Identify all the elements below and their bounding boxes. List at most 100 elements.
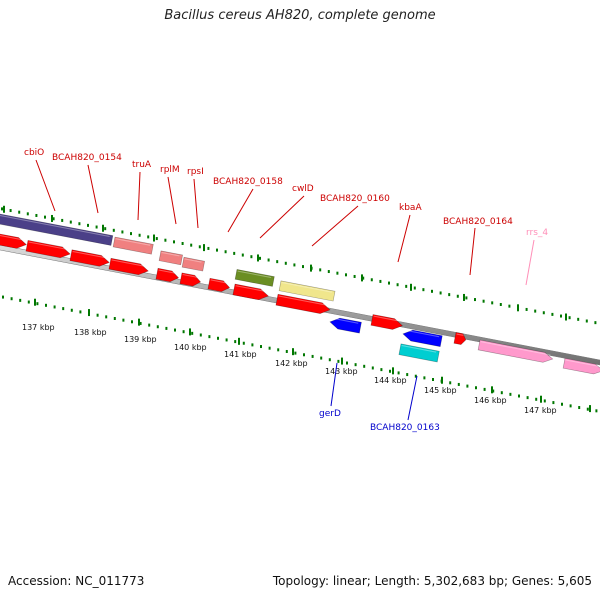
gene-label: BCAH820_0160 <box>320 194 390 204</box>
gene-fwd-6-highlight <box>182 274 199 279</box>
gene-fwd-8-highlight <box>235 285 267 293</box>
gene-fwd-5-shape <box>155 267 180 283</box>
gene-bcah820-0160-shape <box>278 280 336 302</box>
scale-tick-label: 141 kbp <box>224 350 257 359</box>
gene-bcah820-0163-highlight <box>401 345 437 353</box>
gene-fwd-5-highlight <box>158 269 177 274</box>
gene-cbiO-highlight <box>0 214 110 238</box>
leader-line <box>87 164 99 214</box>
gene-cwlD-highlight <box>237 270 272 278</box>
gene-truA-shape <box>158 250 183 266</box>
gene-bcah820-0164-highlight <box>456 333 464 336</box>
gene-cwlD-shape <box>234 269 275 287</box>
gene-labels: cbiO BCAH820_0154 truA rplM rpsI BCAH820_0158… <box>24 148 548 433</box>
gene-bcah820-0154 <box>112 236 154 255</box>
leader-line <box>167 176 177 225</box>
gene-cbiO-shape <box>0 212 114 246</box>
gene-fwd-8-shape <box>232 283 269 301</box>
gene-fwd-4-highlight <box>111 259 147 268</box>
gene-label: BCAH820_0154 <box>52 153 122 163</box>
gene-bcah820-0154-highlight <box>115 238 151 246</box>
gene-gerD-highlight <box>331 317 359 324</box>
gene-kbaA <box>370 314 403 330</box>
leader-line <box>469 227 476 276</box>
gene-label: BCAH820_0163 <box>370 423 440 433</box>
scale-ticks: 137 kbp 138 kbp 139 kbp 140 kbp 141 kbp 142 k… <box>1 205 598 415</box>
gene-rrna-partial-shape <box>562 357 600 375</box>
gene-fwd-8 <box>232 283 269 301</box>
gene-bcah820-0164 <box>453 332 467 345</box>
gene-truA-highlight <box>161 252 180 257</box>
gene-bcah820-0154-shape <box>112 236 154 255</box>
leader-line <box>525 239 535 286</box>
leader-line <box>407 375 418 421</box>
gene-label: gerD <box>319 409 341 419</box>
leader-line <box>397 214 411 263</box>
gene-label: rrs_4 <box>526 228 548 238</box>
gene-rrs-4 <box>477 339 554 363</box>
gene-fwd-9-highlight <box>278 295 328 306</box>
gene-label: cwlD <box>292 184 314 194</box>
leader-line <box>311 205 359 247</box>
gene-reverse-2-highlight <box>404 329 440 338</box>
gene-bcah820-0160-highlight <box>281 282 332 293</box>
gene-rrs-4-highlight <box>480 341 551 356</box>
gene-rrs-4-shape <box>477 339 554 363</box>
scale-tick-label: 139 kbp <box>124 335 157 344</box>
scale-tick-label: 145 kbp <box>424 386 457 395</box>
leader-line <box>330 362 338 407</box>
gene-rplM <box>181 256 205 272</box>
gene-fwd-7 <box>207 277 231 292</box>
gene-label: truA <box>132 160 152 170</box>
gene-cwlD <box>234 269 275 287</box>
gene-fwd-6-shape <box>179 272 202 287</box>
gene-fwd-4 <box>108 257 149 276</box>
scale-tick-label: 146 kbp <box>474 396 507 405</box>
gene-bcah820-0163 <box>398 343 440 363</box>
leader-line <box>227 188 254 233</box>
gene-gerD <box>329 317 362 334</box>
gene-label: rplM <box>160 165 180 175</box>
gene-kbaA-shape <box>370 314 403 330</box>
gene-fwd-9 <box>275 293 331 314</box>
gene-rrna-partial-highlight <box>565 359 600 368</box>
gene-fwd-2-shape <box>25 240 71 259</box>
gene-label: cbiO <box>24 148 44 158</box>
gene-fwd-3 <box>69 249 110 267</box>
leader-line <box>193 178 199 229</box>
gene-rplM-shape <box>181 256 205 272</box>
leader-line <box>35 159 56 212</box>
gene-cbiO <box>0 212 114 246</box>
gene-rrna-partial <box>562 357 600 375</box>
gene-bcah820-0164-shape <box>453 332 467 345</box>
summary-text: Topology: linear; Length: 5,302,683 bp; … <box>272 574 592 588</box>
gene-fwd-1-highlight <box>0 234 25 241</box>
scale-tick-label: 147 kbp <box>524 406 557 415</box>
gene-label: rpsI <box>187 167 204 177</box>
map-title: Bacillus cereus AH820, complete genome <box>164 8 436 23</box>
gene-rplM-highlight <box>184 258 202 263</box>
gene-fwd-9-shape <box>275 293 331 314</box>
gene-fwd-6 <box>179 272 202 287</box>
gene-label: kbaA <box>399 203 422 213</box>
gene-label: BCAH820_0158 <box>213 177 283 187</box>
leader-line <box>137 171 141 221</box>
gene-fwd-1-shape <box>0 232 27 249</box>
scale-tick-label: 143 kbp <box>325 367 358 376</box>
gene-fwd-1 <box>0 232 27 249</box>
leader-line <box>259 195 305 239</box>
gene-fwd-7-highlight <box>210 279 228 284</box>
gene-gerD-shape <box>329 317 362 334</box>
scale-tick-label: 138 kbp <box>74 328 107 337</box>
gene-reverse-2-shape <box>402 329 443 347</box>
gene-reverse-2 <box>402 329 443 347</box>
gene-fwd-5 <box>155 267 180 283</box>
gene-fwd-7-shape <box>207 277 231 292</box>
gene-label: BCAH820_0164 <box>443 217 513 227</box>
scale-tick-label: 137 kbp <box>22 323 55 332</box>
gene-fwd-3-shape <box>69 249 110 267</box>
gene-truA <box>158 250 183 266</box>
scale-tick-label: 144 kbp <box>374 376 407 385</box>
gene-bcah820-0160 <box>278 280 336 302</box>
